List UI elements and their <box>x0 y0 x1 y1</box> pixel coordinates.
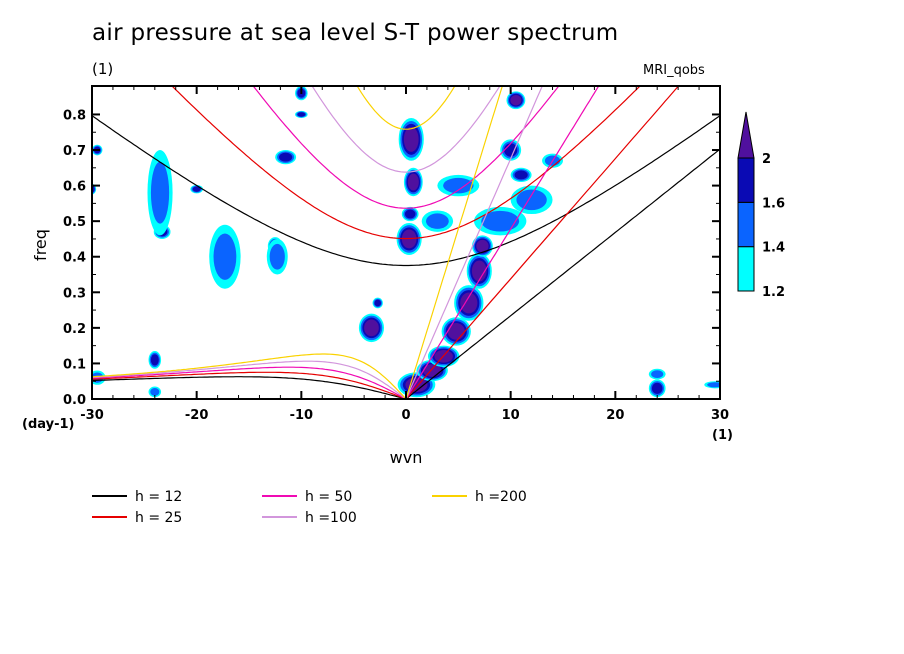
inertia-gravity-curve-h100 <box>311 86 501 173</box>
chart-subtitle-unit: (1) <box>92 60 114 78</box>
contour-blob <box>510 95 522 106</box>
kelvin-curve-h100 <box>405 86 543 399</box>
axis-ticks <box>91 86 721 400</box>
contour-blob <box>447 323 465 340</box>
y-axis-title: freq <box>31 229 50 261</box>
contour-blob <box>213 233 237 280</box>
contour-blob <box>192 186 201 192</box>
legend-label: h = 12 <box>135 489 182 505</box>
colorbar-extend-arrow <box>737 111 755 159</box>
y-tick-label: 0.0 <box>63 393 86 408</box>
contour-blob <box>443 177 474 194</box>
x-tick-label: 10 <box>502 408 520 423</box>
contour-blob <box>651 382 663 394</box>
x-tick-label: 0 <box>401 408 410 423</box>
y-tick-label: 0.6 <box>63 180 86 195</box>
contour-blob <box>471 260 487 282</box>
colorbar-label: 1.6 <box>762 196 785 211</box>
contour-blob <box>364 319 379 337</box>
x-unit-label: (1) <box>712 428 733 443</box>
kelvin-curve-h200 <box>405 86 503 399</box>
colorbar-segment <box>737 157 755 203</box>
y-tick-label: 0.8 <box>63 108 86 123</box>
y-tick-label: 0.4 <box>63 251 86 266</box>
legend-label: h =100 <box>305 510 357 526</box>
contour-blob <box>516 189 547 211</box>
inertia-gravity-curve-h25 <box>171 86 641 240</box>
contour-blob <box>707 382 720 388</box>
kelvin-curve-h25 <box>405 86 680 399</box>
contour-blob <box>150 388 160 396</box>
inertia-gravity-curve-h12 <box>92 115 720 267</box>
y-tick-label: 0.2 <box>63 322 86 337</box>
x-tick-labels: -30 -20 -10 0 10 20 30 <box>80 408 729 423</box>
colorbar-label: 1.2 <box>762 285 785 300</box>
contour-blob <box>404 209 416 219</box>
chart-title: air pressure at sea level S-T power spec… <box>92 20 619 46</box>
rossby-curve-h200 <box>92 353 407 399</box>
x-tick-label: -10 <box>290 408 314 423</box>
contour-blob <box>150 161 170 224</box>
colorbar-label: 2 <box>762 152 771 167</box>
contour-blob <box>504 143 518 157</box>
x-tick-label: -20 <box>185 408 209 423</box>
legend-label: h =200 <box>475 489 527 505</box>
x-tick-label: 30 <box>711 408 729 423</box>
contour-fill-layer <box>92 86 720 398</box>
colorbar: 1.2 1.4 1.6 2 <box>737 111 785 300</box>
chart-subtitle-dataset: MRI_qobs <box>643 63 705 78</box>
contour-blob <box>297 112 306 117</box>
rossby-curve-h12 <box>92 376 407 399</box>
x-tick-label: -30 <box>80 408 104 423</box>
inertia-gravity-curve-h50 <box>252 86 560 209</box>
x-axis-title: wvn <box>390 448 423 467</box>
kelvin-curve-h50 <box>405 86 600 399</box>
rossby-curve-h100 <box>92 360 407 399</box>
y-tick-label: 0.7 <box>63 144 86 159</box>
contour-blob <box>651 370 664 378</box>
contour-blob <box>460 292 478 314</box>
y-tick-label: 0.5 <box>63 215 86 230</box>
contour-blob <box>407 173 419 191</box>
inertia-gravity-curve-h200 <box>356 86 456 130</box>
contour-blob <box>374 299 382 307</box>
contour-blob <box>403 126 419 152</box>
rossby-curve-h50 <box>92 366 407 399</box>
colorbar-label: 1.4 <box>762 241 785 256</box>
contour-blob <box>476 239 489 253</box>
x-tick-label: 20 <box>606 408 624 423</box>
contour-blob <box>269 243 285 270</box>
contour-blob <box>279 152 293 162</box>
contour-blob <box>514 170 528 180</box>
y-tick-labels: 0.0 0.1 0.2 0.3 0.4 0.5 0.6 0.7 0.8 <box>63 108 86 408</box>
dispersion-curves-layer <box>92 86 720 399</box>
contour-blob <box>150 354 159 366</box>
y-tick-label: 0.1 <box>63 357 86 372</box>
colorbar-segment <box>737 201 755 248</box>
contour-blob <box>481 210 520 232</box>
y-tick-label: 0.3 <box>63 286 86 301</box>
legend-label: h = 25 <box>135 510 182 526</box>
rossby-curve-h25 <box>92 371 407 399</box>
contour-blob <box>426 213 449 229</box>
legend-label: h = 50 <box>305 489 352 505</box>
y-unit-label: (day-1) <box>22 417 74 432</box>
kelvin-curve-h12 <box>405 148 720 399</box>
colorbar-segment <box>737 246 755 292</box>
legend: h = 12 h = 25 h = 50 h =100 h =200 <box>92 489 527 526</box>
